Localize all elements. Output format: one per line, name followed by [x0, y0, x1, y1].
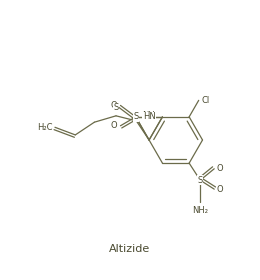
Text: O: O — [217, 164, 223, 173]
Text: S: S — [113, 103, 119, 112]
Text: Altizide: Altizide — [109, 244, 151, 255]
Text: H₂C: H₂C — [37, 123, 53, 132]
Text: O: O — [110, 121, 117, 130]
Text: Cl: Cl — [201, 96, 210, 105]
Text: S: S — [133, 112, 138, 121]
Text: NH₂: NH₂ — [192, 206, 208, 215]
Text: S: S — [198, 176, 203, 185]
Text: NH: NH — [142, 111, 155, 120]
Text: O: O — [110, 101, 117, 110]
Text: O: O — [217, 185, 223, 194]
Text: HN: HN — [143, 112, 156, 121]
